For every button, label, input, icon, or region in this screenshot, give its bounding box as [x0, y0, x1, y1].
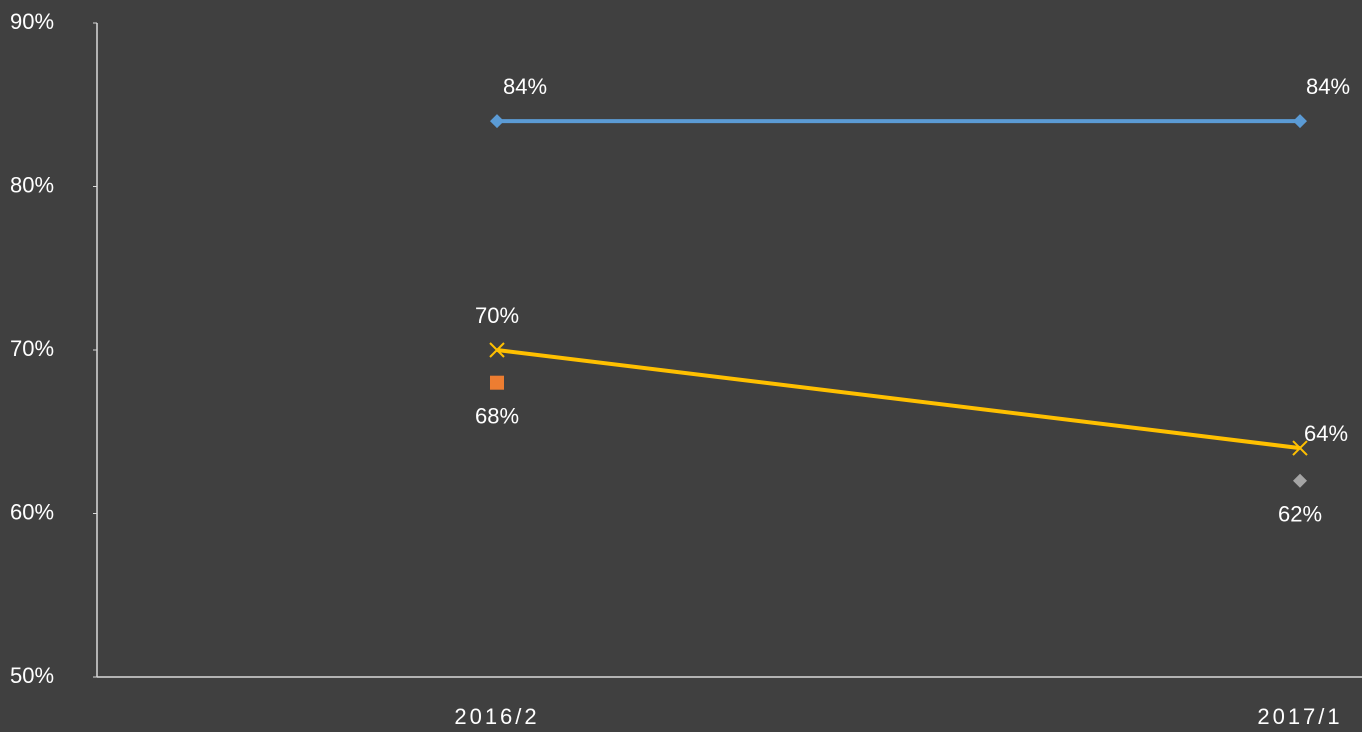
- y-tick-label: 80%: [10, 172, 54, 197]
- y-tick-label: 50%: [10, 663, 54, 688]
- marker: [490, 114, 504, 129]
- x-tick-label: 2017/1: [1257, 704, 1342, 729]
- y-tick-label: 90%: [10, 9, 54, 34]
- marker: [490, 375, 504, 390]
- marker: [1293, 473, 1307, 488]
- data-label: 62%: [1278, 502, 1322, 527]
- x-tick-label: 2016/2: [454, 704, 539, 729]
- data-label: 84%: [1306, 74, 1350, 99]
- data-label: 68%: [475, 404, 519, 429]
- marker: [1292, 440, 1308, 456]
- y-tick-label: 60%: [10, 499, 54, 524]
- marker: [1293, 114, 1307, 129]
- y-tick-label: 70%: [10, 336, 54, 361]
- marker: [489, 342, 505, 358]
- series-line: [496, 348, 1301, 451]
- data-label: 84%: [503, 74, 547, 99]
- data-label: 70%: [475, 303, 519, 328]
- data-label: 64%: [1304, 421, 1348, 446]
